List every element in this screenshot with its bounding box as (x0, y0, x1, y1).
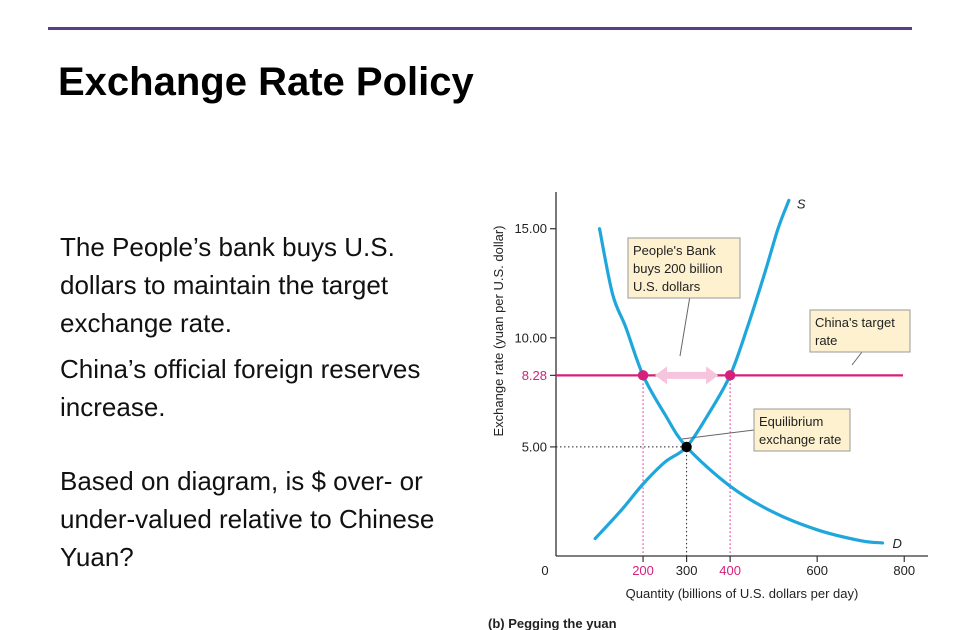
callout-peoples-bank-line: U.S. dollars (633, 279, 701, 294)
peg-point (637, 370, 649, 381)
callout-peoples-bank-line: buys 200 billion (633, 261, 723, 276)
reserve-purchase-arrow (655, 366, 719, 385)
y-tick-label: 15.00 (514, 221, 547, 236)
x-tick-label: 600 (806, 563, 828, 578)
x-tick-label: 300 (676, 563, 698, 578)
callout-peoples-bank-leader (679, 295, 691, 357)
callout-equilibrium-box (753, 408, 851, 452)
callout-peoples-bank: People's Bank buys 200 billion U.S. dollar… (627, 237, 741, 357)
callout-target-rate-line: rate (815, 333, 837, 348)
y-tick-label: 5.00 (522, 439, 547, 454)
paragraph-reserves: China’s official foreign reserves increa… (60, 354, 421, 422)
y-axis-title: Exchange rate (yuan per U.S. dollar) (491, 226, 506, 437)
x-axis-title: Quantity (billions of U.S. dollars per d… (626, 586, 859, 601)
slide-body: The People’s bank buys U.S. dollars to m… (60, 228, 460, 576)
x-tick-label: 0 (541, 563, 548, 578)
callout-target-rate-line: China's target (815, 315, 895, 330)
x-tick-label: 400 (719, 563, 741, 578)
y-tick-label: 10.00 (514, 330, 547, 345)
paragraph-bank-buys: The People’s bank buys U.S. dollars to m… (60, 232, 395, 338)
x-tick-label: 200 (632, 563, 654, 578)
chart-caption: (b) Pegging the yuan (488, 616, 617, 630)
paragraph-question: Based on diagram, is $ over- or under-va… (60, 466, 435, 572)
equilibrium-point (681, 441, 692, 453)
series-label-d: D (892, 536, 901, 551)
callout-target-rate-leader (851, 351, 863, 366)
x-tick-label: 800 (893, 563, 915, 578)
callout-peoples-bank-line: People's Bank (633, 243, 716, 258)
peg-point (724, 370, 736, 381)
y-tick-label: 8.28 (522, 368, 547, 383)
callout-equilibrium-line: exchange rate (759, 432, 841, 447)
title-rule (48, 27, 912, 30)
slide-title: Exchange Rate Policy (58, 60, 474, 104)
series-label-s: S (797, 196, 806, 211)
callout-peoples-bank-box (627, 237, 741, 299)
callout-equilibrium: Equilibrium exchange rate (681, 408, 851, 452)
curve-s (593, 198, 791, 541)
callout-target-rate-box (809, 309, 911, 353)
callout-equilibrium-leader (681, 429, 755, 440)
callout-equilibrium-line: Equilibrium (759, 414, 823, 429)
callout-target-rate: China's target rate (809, 309, 911, 366)
